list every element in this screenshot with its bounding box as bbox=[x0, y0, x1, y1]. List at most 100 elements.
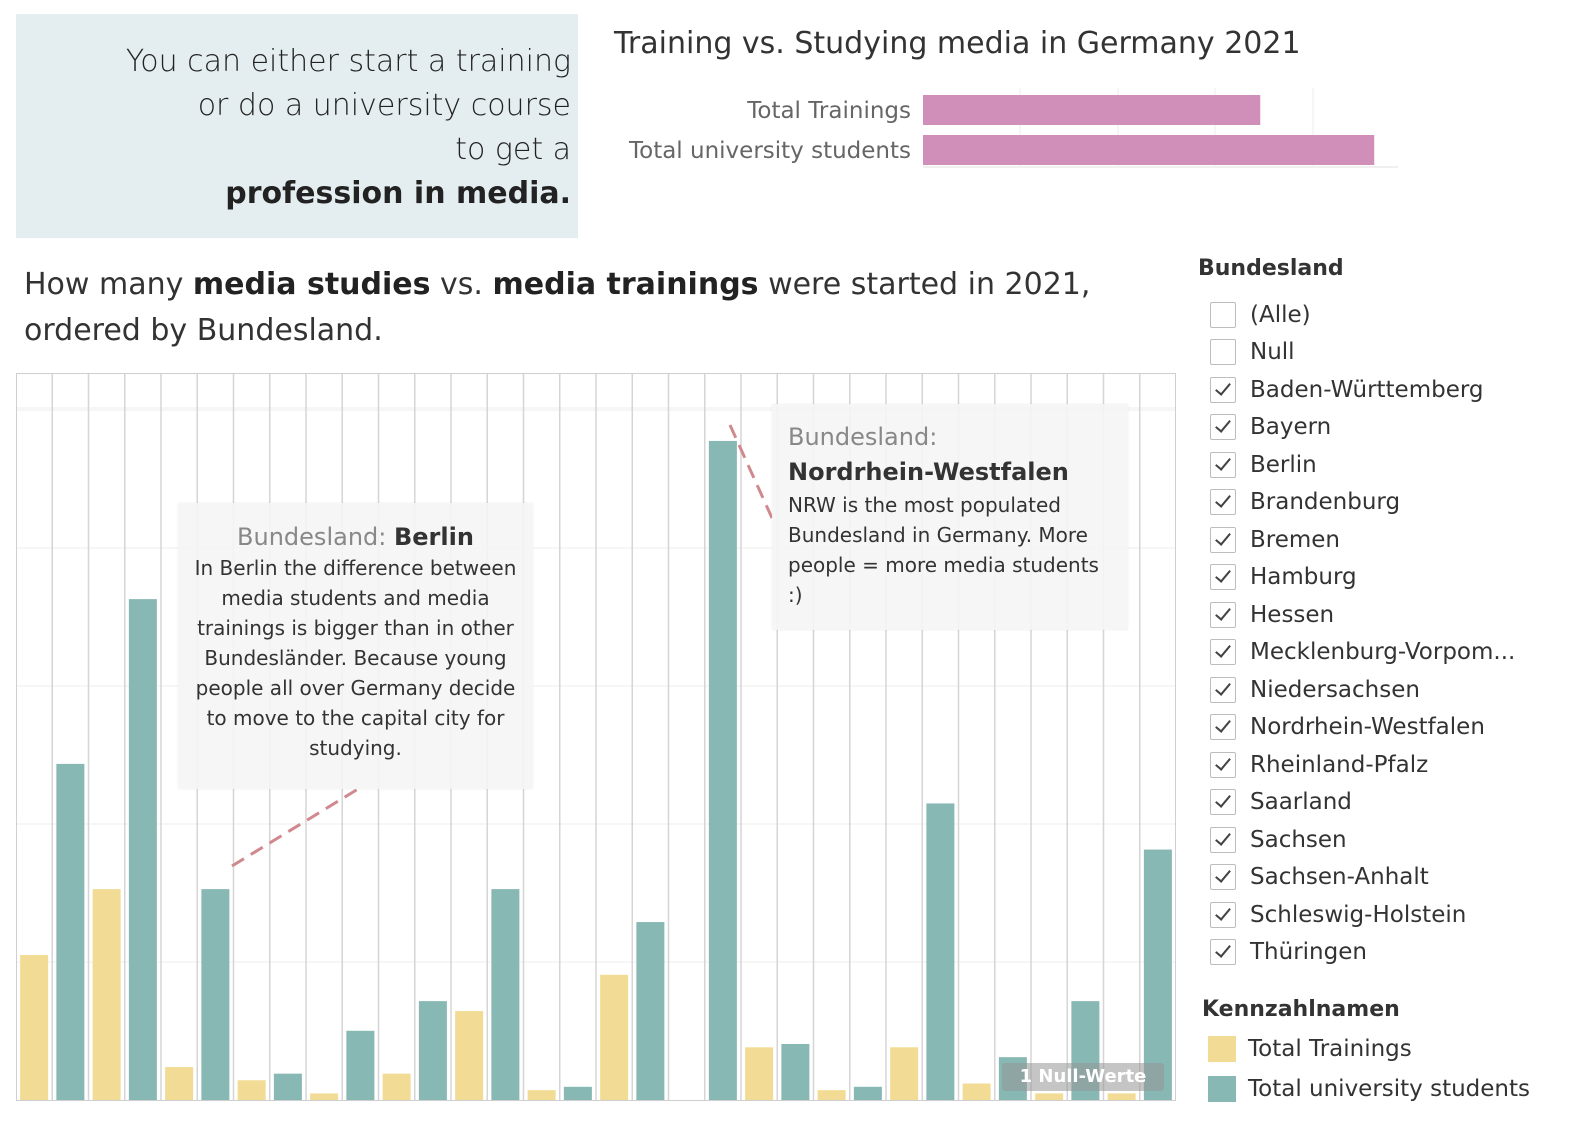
bar-students[interactable] bbox=[636, 922, 665, 1100]
intro-line-3: to get a bbox=[455, 132, 571, 167]
bar-trainings[interactable] bbox=[600, 974, 629, 1100]
filter-checkbox[interactable] bbox=[1210, 376, 1236, 403]
filter-checkbox[interactable] bbox=[1210, 526, 1236, 553]
filter-label: Hamburg bbox=[1250, 564, 1357, 591]
summary-bar[interactable] bbox=[923, 95, 1261, 125]
bar-trainings[interactable] bbox=[92, 889, 121, 1100]
nrw-annotation-connector bbox=[728, 424, 774, 519]
bar-trainings[interactable] bbox=[817, 1090, 846, 1100]
legend-item-trainings[interactable]: Total Trainings bbox=[1208, 1036, 1412, 1062]
bar-students[interactable] bbox=[491, 889, 520, 1100]
bar-students[interactable] bbox=[273, 1073, 302, 1100]
filter-item[interactable]: Baden-Württemberg bbox=[1210, 371, 1515, 409]
berlin-annotation-text: In Berlin the difference between media s… bbox=[194, 556, 517, 760]
filter-label: Saarland bbox=[1250, 789, 1352, 816]
bar-students[interactable] bbox=[781, 1043, 810, 1100]
bar-trainings[interactable] bbox=[1035, 1093, 1064, 1100]
filter-label: Mecklenburg-Vorpom... bbox=[1250, 639, 1516, 666]
filter-item[interactable]: Saarland bbox=[1210, 784, 1515, 822]
filter-label: Null bbox=[1250, 339, 1295, 366]
filter-label: Schleswig-Holstein bbox=[1250, 901, 1467, 928]
filter-item[interactable]: Null bbox=[1210, 334, 1515, 372]
null-values-badge[interactable]: 1 Null-Werte bbox=[1002, 1063, 1164, 1091]
filter-checkbox[interactable] bbox=[1210, 826, 1236, 853]
berlin-annotation-header: Bundesland: Berlin bbox=[178, 521, 533, 553]
legend-title: Kennzahlnamen bbox=[1202, 997, 1400, 1022]
filter-checkbox[interactable] bbox=[1210, 339, 1236, 366]
filter-checkbox[interactable] bbox=[1210, 864, 1236, 891]
legend-label-students: Total university students bbox=[1248, 1076, 1531, 1102]
bar-trainings[interactable] bbox=[310, 1093, 339, 1100]
filter-checkbox[interactable] bbox=[1210, 676, 1236, 703]
filter-checkbox[interactable] bbox=[1210, 789, 1236, 816]
bar-students[interactable] bbox=[201, 889, 230, 1100]
bar-students[interactable] bbox=[418, 1001, 447, 1100]
bar-trainings[interactable] bbox=[455, 1011, 484, 1100]
intro-line-1: You can either start a training bbox=[125, 44, 571, 79]
bar-students[interactable] bbox=[346, 1030, 375, 1100]
filter-item[interactable]: Schleswig-Holstein bbox=[1210, 896, 1515, 934]
filter-item[interactable]: Hamburg bbox=[1210, 559, 1515, 597]
filter-label: Niedersachsen bbox=[1250, 676, 1420, 703]
bar-students[interactable] bbox=[128, 599, 157, 1100]
bar-students[interactable] bbox=[708, 440, 737, 1100]
filter-item[interactable]: (Alle) bbox=[1210, 296, 1515, 334]
nrw-annotation: Bundesland: Nordrhein-Westfalen NRW is t… bbox=[772, 404, 1128, 630]
filter-item[interactable]: Brandenburg bbox=[1210, 484, 1515, 522]
bar-trainings[interactable] bbox=[20, 955, 49, 1100]
filter-label: Bayern bbox=[1250, 414, 1332, 441]
bar-trainings[interactable] bbox=[745, 1047, 774, 1100]
filter-item[interactable]: Bayern bbox=[1210, 409, 1515, 447]
summary-label: Total university students bbox=[628, 138, 911, 164]
filter-label: Rheinland-Pfalz bbox=[1250, 751, 1429, 778]
bar-students[interactable] bbox=[56, 763, 85, 1100]
bar-trainings[interactable] bbox=[1107, 1093, 1136, 1100]
berlin-annotation: Bundesland: Berlin In Berlin the differe… bbox=[178, 503, 533, 789]
filter-checkbox[interactable] bbox=[1210, 489, 1236, 516]
filter-item[interactable]: Thüringen bbox=[1210, 934, 1515, 972]
title-bold-2: media trainings bbox=[492, 267, 759, 302]
filter-item[interactable]: Berlin bbox=[1210, 446, 1515, 484]
legend-item-students[interactable]: Total university students bbox=[1208, 1076, 1530, 1102]
filter-item[interactable]: Rheinland-Pfalz bbox=[1210, 746, 1515, 784]
bar-students[interactable] bbox=[853, 1086, 882, 1100]
filter-item[interactable]: Niedersachsen bbox=[1210, 671, 1515, 709]
bar-trainings[interactable] bbox=[237, 1080, 266, 1100]
bar-students[interactable] bbox=[563, 1086, 592, 1100]
bar-trainings[interactable] bbox=[527, 1090, 556, 1100]
bar-trainings[interactable] bbox=[165, 1067, 194, 1100]
bar-trainings[interactable] bbox=[962, 1083, 991, 1100]
filter-checkbox[interactable] bbox=[1210, 714, 1236, 741]
filter-checkbox[interactable] bbox=[1210, 751, 1236, 778]
filter-checkbox[interactable] bbox=[1210, 639, 1236, 666]
bar-students[interactable] bbox=[1143, 849, 1172, 1100]
filter-checkbox[interactable] bbox=[1210, 601, 1236, 628]
filter-checkbox[interactable] bbox=[1210, 564, 1236, 591]
bar-students[interactable] bbox=[926, 803, 955, 1100]
filter-item[interactable]: Hessen bbox=[1210, 596, 1515, 634]
intro-box: You can either start a training or do a … bbox=[16, 14, 578, 238]
bar-trainings[interactable] bbox=[382, 1073, 411, 1100]
legend-label-trainings: Total Trainings bbox=[1248, 1036, 1412, 1062]
main-chart-title: How many media studies vs. media trainin… bbox=[24, 262, 1174, 354]
filter-checkbox[interactable] bbox=[1210, 301, 1236, 328]
filter-item[interactable]: Sachsen bbox=[1210, 821, 1515, 859]
filter-title: Bundesland bbox=[1198, 256, 1344, 281]
summary-label: Total Trainings bbox=[746, 98, 911, 124]
filter-checkbox[interactable] bbox=[1210, 414, 1236, 441]
summary-chart-title: Training vs. Studying media in Germany 2… bbox=[614, 26, 1301, 61]
filter-item[interactable]: Bremen bbox=[1210, 521, 1515, 559]
bar-trainings[interactable] bbox=[890, 1047, 919, 1100]
summary-bar[interactable] bbox=[923, 135, 1375, 165]
filter-checkbox[interactable] bbox=[1210, 451, 1236, 478]
nrw-annotation-name: Nordrhein-Westfalen bbox=[788, 458, 1069, 486]
filter-item[interactable]: Sachsen-Anhalt bbox=[1210, 859, 1515, 897]
berlin-annotation-label: Bundesland: bbox=[237, 523, 387, 551]
filter-item[interactable]: Nordrhein-Westfalen bbox=[1210, 709, 1515, 747]
nrw-annotation-text: NRW is the most populated Bundesland in … bbox=[788, 493, 1099, 607]
filter-label: Hessen bbox=[1250, 601, 1335, 628]
title-bold-1: media studies bbox=[192, 267, 431, 302]
filter-checkbox[interactable] bbox=[1210, 901, 1236, 928]
filter-item[interactable]: Mecklenburg-Vorpom... bbox=[1210, 634, 1515, 672]
filter-checkbox[interactable] bbox=[1210, 939, 1236, 966]
